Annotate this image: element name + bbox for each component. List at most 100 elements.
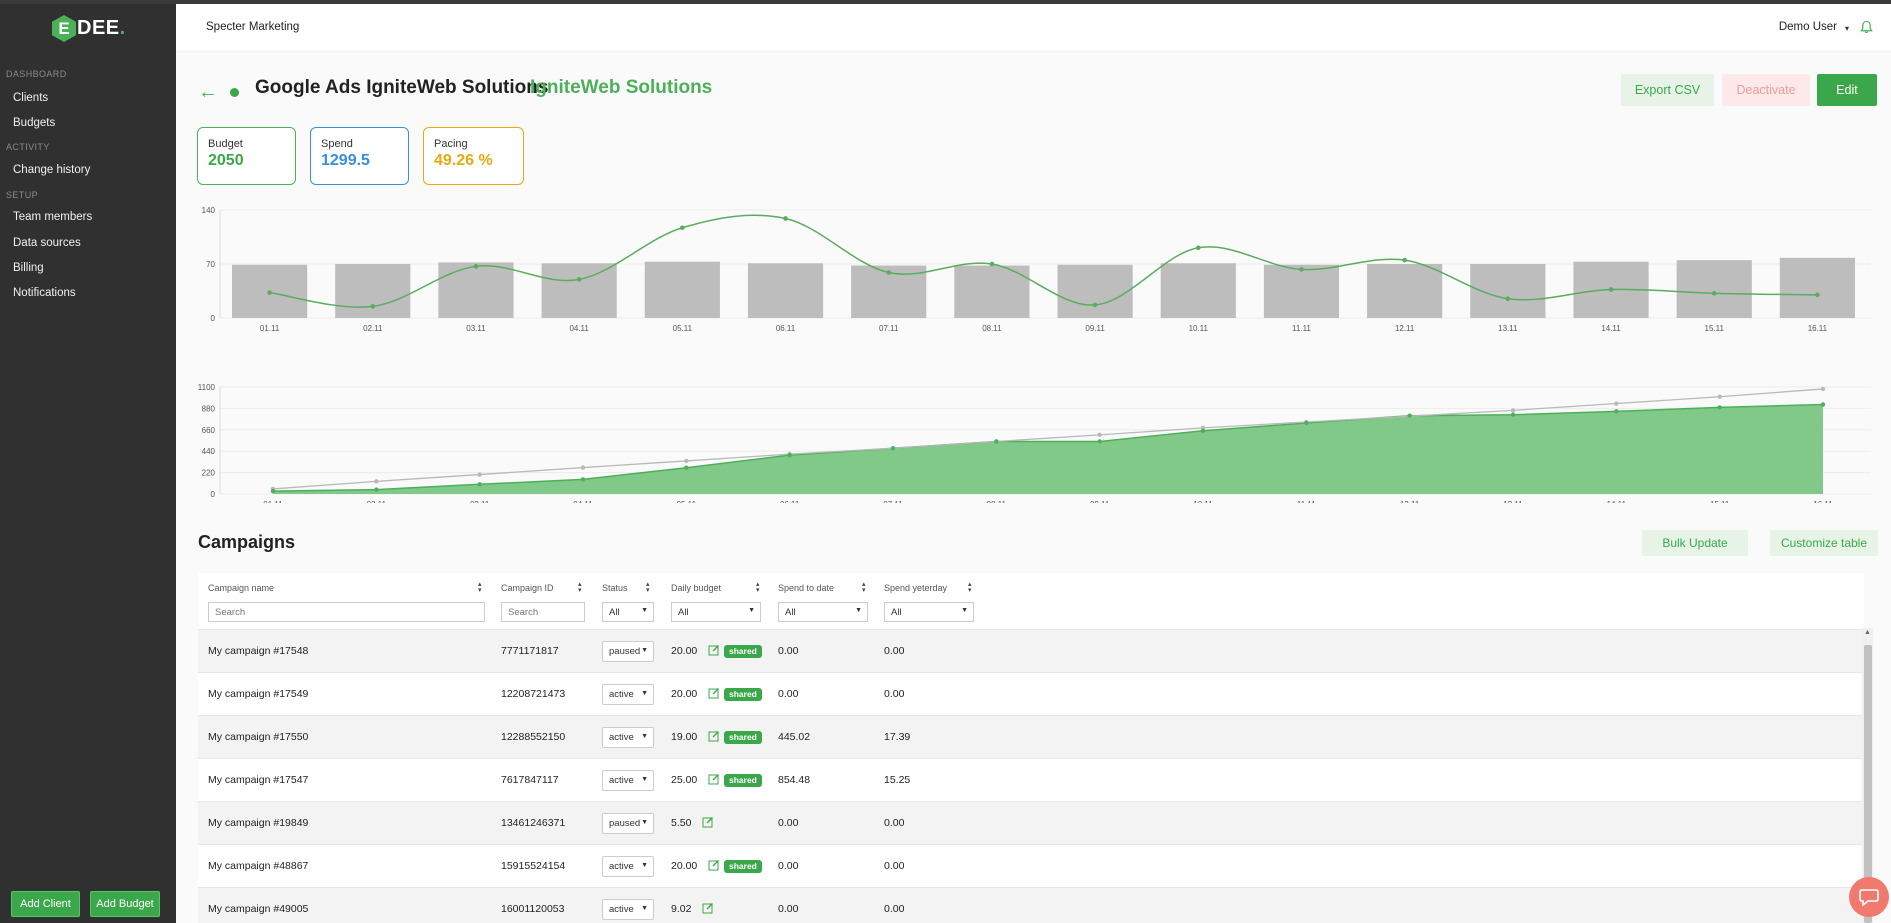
data-point	[989, 261, 995, 267]
data-point	[787, 452, 792, 458]
sort-icon[interactable]: ▴ ▾	[968, 581, 972, 594]
status-select[interactable]: active ▼	[602, 684, 654, 705]
table-row[interactable]: My campaign #17548 7771171817 paused ▼ 20.00…	[198, 629, 1864, 672]
status-select[interactable]: paused ▼	[602, 641, 654, 662]
campaign-name[interactable]: My campaign #48867	[208, 860, 309, 872]
y-tick-label: 0	[211, 314, 216, 323]
campaign-name[interactable]: My campaign #17550	[208, 731, 309, 743]
table-row[interactable]: My campaign #17549 12208721473 active ▼ 20.0…	[198, 672, 1864, 715]
status-select[interactable]: active ▼	[602, 770, 654, 791]
data-point	[1711, 291, 1717, 296]
daily-budget-value: 20.00	[671, 645, 698, 657]
spend-to-date-filter-value: All	[785, 607, 796, 618]
x-tick-label: 09.11	[1090, 500, 1110, 503]
daily-budget-value: 5.50	[671, 817, 692, 829]
scroll-up-icon[interactable]: ▲	[1864, 629, 1871, 636]
status-select[interactable]: active ▼	[602, 727, 654, 748]
sidebar-item-clients[interactable]: Clients	[13, 92, 49, 104]
deactivate-button[interactable]: Deactivate	[1722, 74, 1810, 106]
sidebar-item-data-sources[interactable]: Data sources	[13, 237, 81, 249]
export-csv-button[interactable]: Export CSV	[1621, 74, 1714, 106]
campaign-name[interactable]: My campaign #17548	[208, 645, 309, 657]
x-tick-label: 07.11	[883, 500, 903, 503]
campaign-id: 16001120053	[501, 903, 565, 915]
edit-pencil-icon[interactable]	[708, 859, 720, 871]
spend-to-date-filter-select[interactable]: All ▼	[778, 602, 868, 622]
series-area-line	[272, 403, 1824, 492]
campaign-name[interactable]: My campaign #19849	[208, 817, 309, 829]
chevron-down-icon: ▼	[641, 905, 648, 912]
table-row[interactable]: My campaign #48867 15915524154 active ▼ 20.0…	[198, 844, 1864, 887]
column-header-campaign-id[interactable]: Campaign ID	[501, 583, 554, 593]
edit-pencil-icon[interactable]	[708, 644, 720, 656]
sidebar-item-billing[interactable]: Billing	[13, 262, 44, 274]
sort-icon[interactable]: ▴ ▾	[862, 581, 866, 594]
user-menu[interactable]: Demo User	[1778, 21, 1837, 33]
logo[interactable]: E DEE.	[52, 15, 126, 42]
sort-icon[interactable]: ▴ ▾	[578, 581, 582, 594]
add-client-button[interactable]: Add Client	[11, 891, 80, 917]
table-row[interactable]: My campaign #19849 13461246371 paused ▼ 5.50…	[198, 801, 1864, 844]
nav-section-setup: SETUP	[6, 190, 39, 200]
spend-yesterday-filter-select[interactable]: All ▼	[884, 602, 974, 622]
sort-icon[interactable]: ▴ ▾	[478, 581, 482, 594]
status-filter-select[interactable]: All ▼	[602, 602, 654, 622]
add-budget-button[interactable]: Add Budget	[90, 891, 160, 917]
campaign-name[interactable]: My campaign #17547	[208, 774, 309, 786]
chevron-down-icon[interactable]: ▾	[1844, 24, 1849, 33]
y-tick-label: 70	[206, 260, 215, 269]
chat-button[interactable]	[1849, 877, 1889, 917]
page-subtitle-client[interactable]: IgniteWeb Solutions	[530, 77, 713, 98]
column-header-campaign-name[interactable]: Campaign name	[208, 583, 275, 593]
bar	[335, 264, 411, 318]
edit-pencil-icon[interactable]	[708, 773, 720, 785]
campaign-name[interactable]: My campaign #17549	[208, 688, 309, 700]
back-arrow-icon[interactable]: ←	[198, 81, 218, 103]
sidebar-item-change-history[interactable]: Change history	[13, 164, 91, 176]
sidebar-item-budgets[interactable]: Budgets	[13, 117, 56, 129]
customize-table-button[interactable]: Customize table	[1770, 530, 1878, 556]
edit-pencil-icon[interactable]	[702, 816, 714, 828]
x-tick-label: 06.11	[780, 500, 800, 503]
status-value: active	[609, 732, 634, 743]
organization-name[interactable]: Specter Marketing	[206, 21, 300, 33]
campaign-id-search-input[interactable]	[501, 602, 585, 622]
sidebar-item-notifications[interactable]: Notifications	[13, 287, 76, 299]
daily-budget-filter-select[interactable]: All ▼	[671, 602, 761, 622]
chevron-down-icon: ▼	[641, 776, 648, 783]
edit-button[interactable]: Edit	[1817, 74, 1877, 106]
column-header-daily-budget[interactable]: Daily budget	[671, 583, 722, 593]
table-row[interactable]: My campaign #17547 7617847117 active ▼ 25.00…	[198, 758, 1864, 801]
spend-yesterday-filter-value: All	[891, 607, 902, 618]
campaign-name-search-input[interactable]	[208, 602, 485, 622]
table-scrollbar-thumb[interactable]	[1864, 645, 1872, 923]
x-tick-label: 14.11	[1607, 500, 1627, 503]
table-row[interactable]: My campaign #17550 12288552150 active ▼ 19.0…	[198, 715, 1864, 758]
bell-icon[interactable]	[1860, 20, 1873, 34]
data-point	[473, 264, 479, 269]
status-select[interactable]: paused ▼	[602, 813, 654, 834]
edit-pencil-icon[interactable]	[708, 730, 720, 742]
data-point	[477, 472, 482, 477]
sort-icon[interactable]: ▴ ▾	[756, 581, 760, 594]
column-header-spend-yesterday[interactable]: Spend yeterday	[884, 583, 948, 593]
data-point	[1200, 428, 1206, 433]
bulk-update-button[interactable]: Bulk Update	[1642, 530, 1748, 556]
chevron-down-icon: ▼	[748, 607, 755, 614]
sort-icon[interactable]: ▴ ▾	[646, 581, 650, 594]
bar	[1367, 264, 1443, 318]
column-header-status[interactable]: Status	[602, 583, 628, 593]
x-tick-label: 13.11	[1498, 324, 1518, 333]
data-point	[1717, 394, 1722, 399]
spend-to-date-value: 0.00	[778, 860, 799, 872]
edit-pencil-icon[interactable]	[708, 687, 720, 699]
campaign-name[interactable]: My campaign #49005	[208, 903, 309, 915]
column-header-spend-to-date[interactable]: Spend to date	[778, 583, 835, 593]
status-select[interactable]: active ▼	[602, 899, 654, 920]
table-row[interactable]: My campaign #49005 16001120053 active ▼ 9.02…	[198, 887, 1864, 923]
status-select[interactable]: active ▼	[602, 856, 654, 877]
bar	[438, 262, 514, 318]
sidebar-item-team-members[interactable]: Team members	[13, 211, 93, 223]
spend-to-date-value: 0.00	[778, 645, 799, 657]
edit-pencil-icon[interactable]	[702, 902, 714, 914]
